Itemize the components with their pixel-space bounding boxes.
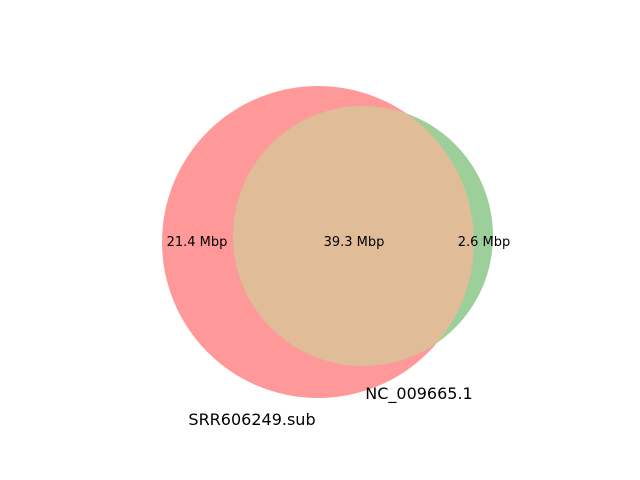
set-a-only-label: 21.4 Mbp: [167, 235, 228, 250]
intersection-label: 39.3 Mbp: [324, 235, 385, 250]
set-b-only-label: 2.6 Mbp: [458, 235, 511, 250]
set-b-name: NC_009665.1: [365, 384, 472, 404]
set-a-name: SRR606249.sub: [188, 410, 315, 429]
